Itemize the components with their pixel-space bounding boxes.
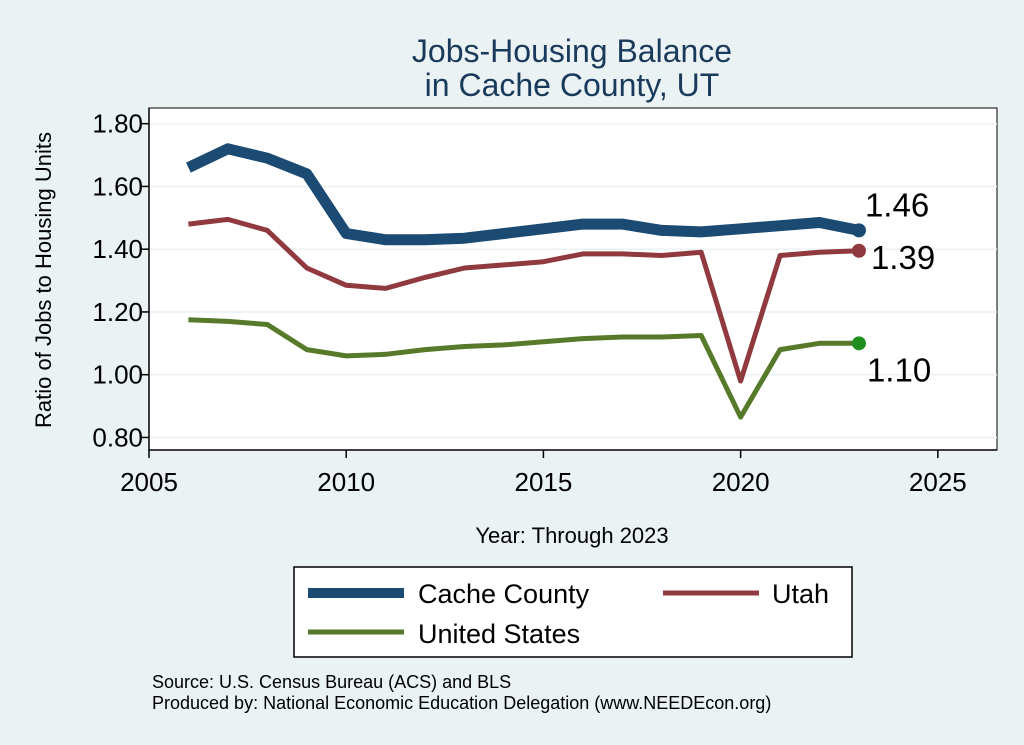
legend-label-united-states: United States — [418, 619, 580, 649]
y-tick-label: 1.40 — [92, 234, 143, 264]
end-marker-utah — [851, 243, 866, 258]
y-axis-label: Ratio of Jobs to Housing Units — [31, 132, 56, 428]
x-axis-ticks: 2005 2010 2015 2020 2025 — [120, 450, 967, 497]
legend-label-utah: Utah — [772, 579, 829, 609]
y-tick-label: 1.80 — [92, 109, 143, 139]
series-line-united-states — [188, 317, 859, 420]
legend-label-cache-county: Cache County — [418, 579, 590, 609]
end-marker-cache-county — [851, 223, 866, 238]
y-tick-label: 1.20 — [92, 297, 143, 327]
legend-box — [293, 566, 853, 658]
end-markers — [851, 223, 866, 351]
x-tick-label: 2005 — [120, 467, 178, 497]
grid-lines — [149, 122, 997, 439]
end-labels: 1.46 1.39 1.10 — [865, 186, 935, 388]
y-tick-label: 1.60 — [92, 171, 143, 201]
x-tick-label: 2010 — [317, 467, 375, 497]
series-layer — [186, 143, 861, 420]
x-axis-label: Year: Through 2023 — [475, 523, 668, 548]
y-tick-label: 1.00 — [92, 360, 143, 390]
source-note: Source: U.S. Census Bureau (ACS) and BLS — [152, 672, 511, 692]
chart-title-line-1: Jobs-Housing Balance — [412, 33, 732, 69]
y-axis-ticks: 0.80 1.00 1.20 1.40 1.60 1.80 — [92, 109, 149, 452]
series-line-utah — [188, 216, 860, 384]
y-tick-label: 0.80 — [92, 422, 143, 452]
end-label-united-states: 1.10 — [867, 351, 931, 388]
chart-title: Jobs-Housing Balance in Cache County, UT — [412, 33, 732, 103]
series-line-cache-county — [186, 143, 861, 246]
legend: Cache County Utah United States — [293, 566, 853, 658]
produced-by-note: Produced by: National Economic Education… — [152, 693, 771, 713]
x-tick-label: 2020 — [712, 467, 770, 497]
chart-title-line-2: in Cache County, UT — [425, 67, 720, 103]
end-label-cache-county: 1.46 — [865, 186, 929, 223]
x-tick-label: 2025 — [909, 467, 967, 497]
end-label-utah: 1.39 — [871, 239, 935, 276]
x-tick-label: 2015 — [514, 467, 572, 497]
end-marker-united-states — [851, 336, 866, 351]
